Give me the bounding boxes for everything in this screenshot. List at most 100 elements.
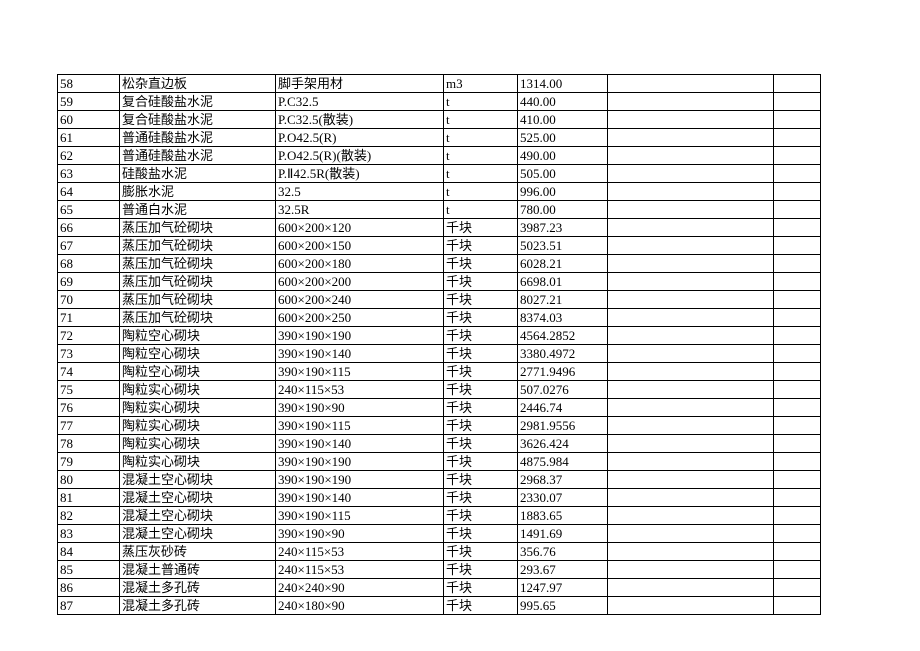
table-cell: 240×240×90 [276,579,444,597]
table-cell: 82 [58,507,120,525]
table-cell: 千块 [444,489,518,507]
table-row: 81混凝土空心砌块390×190×140千块2330.07 [58,489,821,507]
table-cell [774,345,821,363]
table-cell: t [444,147,518,165]
table-cell: 240×180×90 [276,597,444,615]
table-cell: 硅酸盐水泥 [120,165,276,183]
table-cell: 千块 [444,417,518,435]
table-cell: 膨胀水泥 [120,183,276,201]
table-cell: 87 [58,597,120,615]
table-cell: 390×190×140 [276,489,444,507]
table-cell [774,417,821,435]
table-cell: 脚手架用材 [276,75,444,93]
table-cell: 600×200×180 [276,255,444,273]
table-cell [608,255,774,273]
table-cell [774,165,821,183]
table-cell [774,561,821,579]
table-row: 80混凝土空心砌块390×190×190千块2968.37 [58,471,821,489]
table-cell: 蒸压加气砼砌块 [120,273,276,291]
table-cell [774,471,821,489]
table-cell: 普通白水泥 [120,201,276,219]
table-cell: 70 [58,291,120,309]
table-row: 68蒸压加气砼砌块600×200×180千块6028.21 [58,255,821,273]
table-cell [608,435,774,453]
table-cell: 995.65 [518,597,608,615]
table-cell [608,507,774,525]
table-cell [608,129,774,147]
table-cell: 蒸压加气砼砌块 [120,255,276,273]
table-cell: 千块 [444,255,518,273]
table-cell: 67 [58,237,120,255]
table-cell: 千块 [444,237,518,255]
table-cell: 410.00 [518,111,608,129]
table-cell: 68 [58,255,120,273]
table-cell: 3626.424 [518,435,608,453]
table-cell [608,309,774,327]
table-cell: 千块 [444,399,518,417]
table-cell: P.O42.5(R) [276,129,444,147]
table-row: 76陶粒实心砌块390×190×90千块2446.74 [58,399,821,417]
table-cell: t [444,183,518,201]
table-cell [774,327,821,345]
table-cell [608,471,774,489]
table-row: 63硅酸盐水泥P.Ⅱ42.5R(散装)t505.00 [58,165,821,183]
table-cell [774,93,821,111]
table-row: 71蒸压加气砼砌块600×200×250千块8374.03 [58,309,821,327]
table-cell: 混凝土多孔砖 [120,597,276,615]
table-cell: 蒸压加气砼砌块 [120,291,276,309]
table-cell: 69 [58,273,120,291]
table-cell: 混凝土普通砖 [120,561,276,579]
table-cell: 600×200×120 [276,219,444,237]
table-cell: t [444,129,518,147]
table-cell [774,399,821,417]
table-cell: 79 [58,453,120,471]
table-cell [774,363,821,381]
table-cell: 1314.00 [518,75,608,93]
table-cell [608,147,774,165]
table-cell: 蒸压灰砂砖 [120,543,276,561]
table-cell: 390×190×115 [276,417,444,435]
table-cell: 390×190×90 [276,525,444,543]
table-cell: 440.00 [518,93,608,111]
table-cell: 600×200×200 [276,273,444,291]
table-cell: 240×115×53 [276,381,444,399]
table-cell [774,291,821,309]
table-cell: 84 [58,543,120,561]
table-cell [608,417,774,435]
table-cell [774,147,821,165]
table-cell [608,327,774,345]
table-cell [774,183,821,201]
table-cell [774,309,821,327]
table-cell: 525.00 [518,129,608,147]
table-cell [608,597,774,615]
table-cell [608,381,774,399]
table-cell: t [444,111,518,129]
table-cell: 蒸压加气砼砌块 [120,309,276,327]
table-row: 69蒸压加气砼砌块600×200×200千块6698.01 [58,273,821,291]
table-cell: 混凝土空心砌块 [120,471,276,489]
table-cell: 75 [58,381,120,399]
table-cell: 千块 [444,363,518,381]
table-cell: 74 [58,363,120,381]
table-cell: 80 [58,471,120,489]
table-cell: 千块 [444,507,518,525]
table-cell [608,219,774,237]
table-cell: 千块 [444,579,518,597]
table-cell [608,561,774,579]
table-cell: 58 [58,75,120,93]
table-cell: 63 [58,165,120,183]
table-cell: 61 [58,129,120,147]
table-cell: 千块 [444,273,518,291]
table-cell: 65 [58,201,120,219]
table-cell: 复合硅酸盐水泥 [120,111,276,129]
table-cell [774,525,821,543]
table-cell: 77 [58,417,120,435]
table-cell: 59 [58,93,120,111]
table-cell: 390×190×190 [276,471,444,489]
table-cell: 390×190×140 [276,435,444,453]
table-cell [608,579,774,597]
table-cell [608,363,774,381]
table-cell: 普通硅酸盐水泥 [120,147,276,165]
table-row: 67蒸压加气砼砌块600×200×150千块5023.51 [58,237,821,255]
table-cell: 2968.37 [518,471,608,489]
